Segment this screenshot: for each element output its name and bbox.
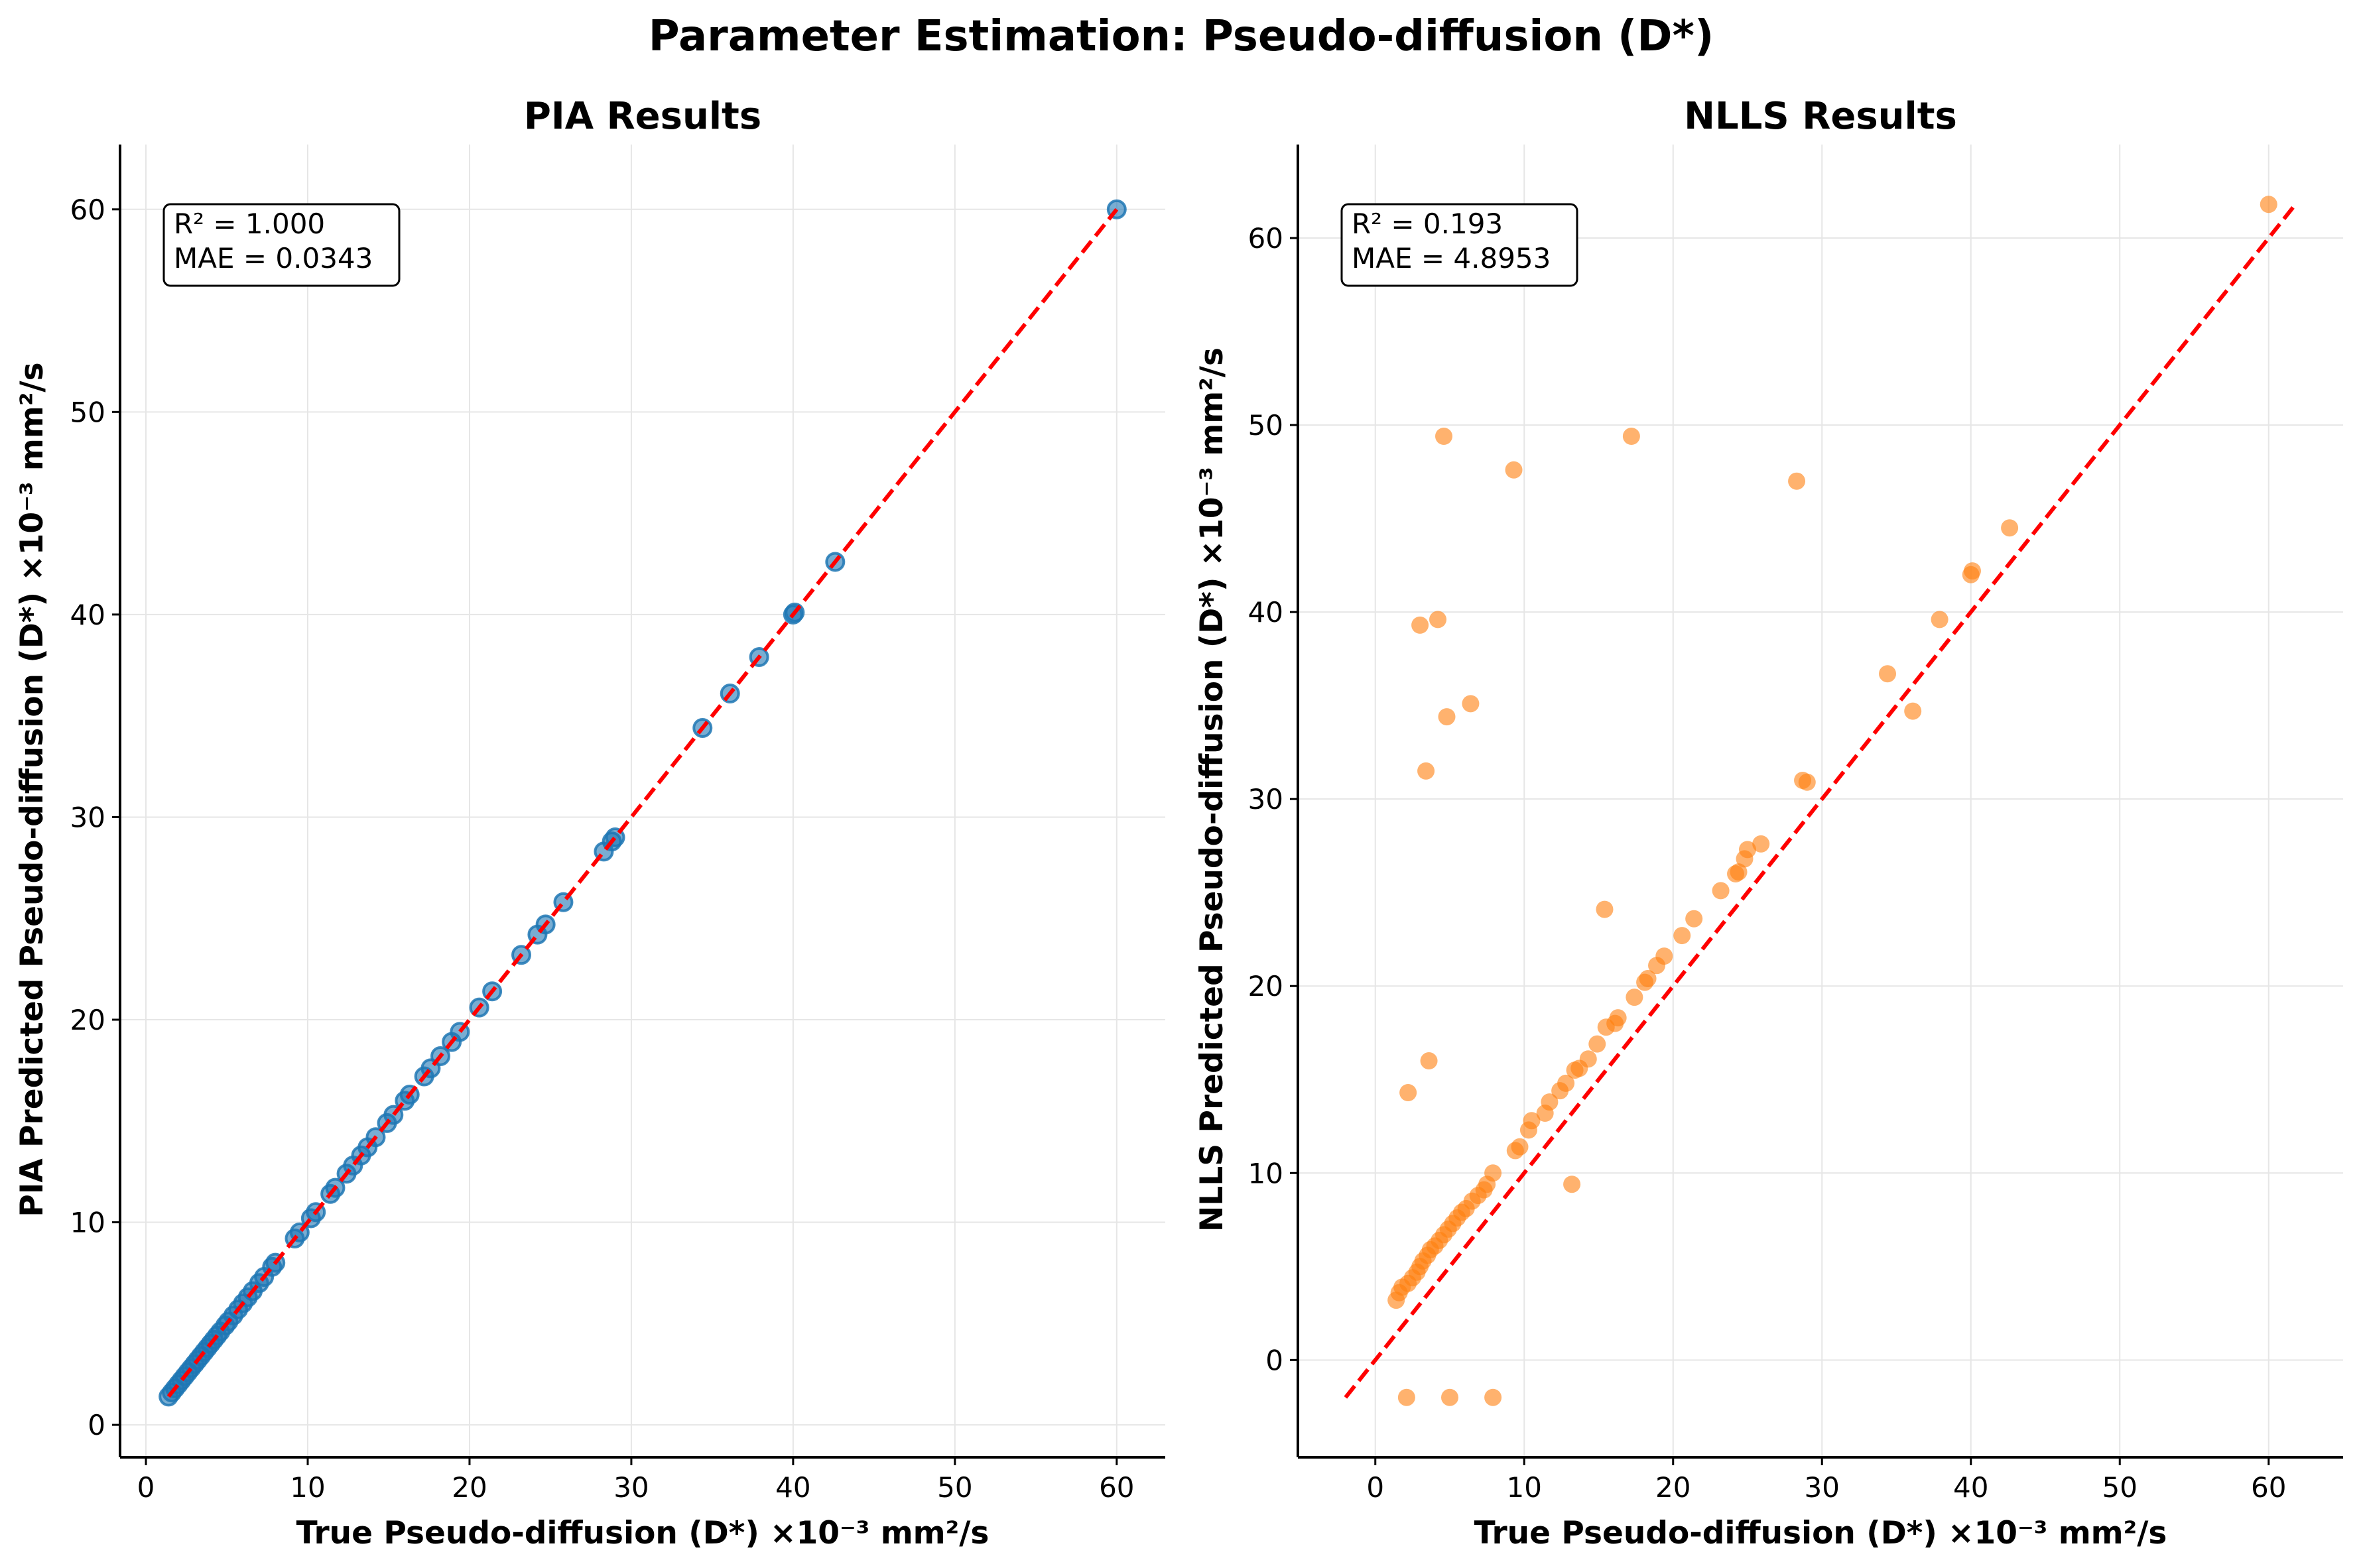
pia-identity-line-group [166,208,1119,1398]
nlls-data-point [1798,773,1816,791]
nlls-data-point [2001,519,2019,537]
nlls-y-tick-label: 20 [1248,970,1283,1002]
pia-mae-label: MAE = 0.0343 [174,242,373,274]
nlls-data-point [1438,708,1456,726]
nlls-data-point [1730,863,1748,881]
nlls-panel-title: NLLS Results [1684,95,1957,138]
nlls-identity-line-group [1344,203,2297,1399]
nlls-stats-frame [1340,203,1578,287]
pia-x-axis-label: True Pseudo-diffusion (D*) ×10⁻³ mm²/s [296,1515,990,1551]
nlls-data-point [1435,428,1453,445]
pia-y-tick-label: 40 [70,599,105,631]
nlls-data-point [1626,989,1643,1006]
nlls-data-point [1609,1009,1627,1027]
pia-y-axis-label: PIA Predicted Pseudo-diffusion (D*) ×10⁻… [14,362,50,1217]
pia-stats-box: R² = 1.000 MAE = 0.0343 [162,203,401,287]
nlls-x-axis-label: True Pseudo-diffusion (D*) ×10⁻³ mm²/s [1474,1515,2167,1551]
nlls-data-point [1904,702,1922,720]
pia-ticks: 0 10 20 30 40 50 60 0 10 20 30 40 50 60 [70,194,1135,1504]
pia-x-tick-label: 40 [775,1471,810,1504]
nlls-data-point [1738,841,1756,859]
pia-x-tick-label: 30 [613,1471,649,1504]
pia-x-tick-label: 50 [937,1471,972,1504]
pia-y-tick-label: 20 [70,1004,105,1036]
nlls-y-tick-label: 60 [1248,222,1283,255]
nlls-data-point [1712,882,1730,900]
pia-panel-title: PIA Results [524,95,761,138]
nlls-y-tick-label: 10 [1248,1157,1283,1189]
nlls-data-point [1420,1052,1438,1070]
nlls-data-point [1622,428,1640,445]
nlls-y-tick-label: 0 [1265,1344,1283,1376]
nlls-data-point [1579,1050,1597,1068]
nlls-x-tick-label: 20 [1655,1471,1691,1504]
pia-y-tick-label: 10 [70,1207,105,1239]
nlls-data-point [1523,1112,1541,1130]
pia-stats-frame [162,203,401,287]
nlls-ticks: 0 10 20 30 40 50 60 0 10 20 30 40 50 60 [1248,222,2287,1504]
nlls-x-tick-label: 0 [1366,1471,1384,1504]
pia-y-tick-label: 60 [70,194,105,226]
pia-identity-line [166,208,1119,1398]
nlls-data-point [1588,1035,1606,1053]
nlls-mae-label: MAE = 4.8953 [1352,242,1551,274]
nlls-x-tick-label: 10 [1507,1471,1542,1504]
nlls-data-point [1429,611,1447,629]
pia-axes [119,145,1165,1459]
nlls-y-tick-label: 40 [1248,596,1283,629]
pia-y-tick-label: 0 [88,1409,105,1441]
nlls-data-point [1417,762,1435,780]
nlls-data-point [1399,1084,1417,1101]
nlls-data-point [1879,665,1897,683]
nlls-panel: NLLS Results 0 10 20 30 40 50 600102030405060 … [1194,95,2343,1551]
nlls-points [1387,196,2277,1406]
nlls-data-point [1673,927,1691,945]
nlls-data-point [1397,1388,1415,1406]
nlls-data-point [1931,611,1948,629]
figure-title: Parameter Estimation: Pseudo-diffusion (… [649,12,1714,61]
nlls-stats-box: R² = 0.193 MAE = 4.8953 [1340,203,1578,287]
nlls-data-point [1411,616,1429,634]
nlls-data-point [1655,947,1673,965]
pia-y-tick-label: 30 [70,801,105,833]
nlls-data-point [1788,472,1806,490]
pia-x-tick-label: 0 [137,1471,155,1504]
nlls-data-point [1462,695,1480,713]
nlls-x-tick-label: 60 [2251,1471,2286,1504]
pia-r2-label: R² = 1.000 [174,208,325,240]
nlls-r2-label: R² = 0.193 [1352,208,1503,240]
nlls-data-point [1541,1093,1559,1111]
nlls-x-tick-label: 30 [1805,1471,1840,1504]
nlls-y-axis-label: NLLS Predicted Pseudo-diffusion (D*) ×10… [1194,347,1230,1232]
pia-grid [120,145,1165,1457]
nlls-data-point [1639,969,1657,987]
nlls-data-point [1963,562,1981,580]
nlls-identity-line [1344,203,2297,1399]
pia-y-tick-label: 50 [70,396,105,428]
nlls-axes [1297,145,2343,1459]
nlls-data-point [1484,1164,1502,1182]
pia-x-tick-label: 10 [290,1471,325,1504]
nlls-y-tick-label: 50 [1248,409,1283,442]
nlls-data-point [1505,461,1523,479]
nlls-x-tick-label: 40 [1953,1471,1988,1504]
nlls-data-point [1563,1176,1581,1193]
nlls-data-point [1752,835,1770,853]
nlls-x-tick-label: 50 [2102,1471,2138,1504]
pia-x-tick-label: 20 [452,1471,487,1504]
nlls-data-point [1511,1138,1529,1156]
nlls-data-point [1557,1074,1575,1092]
nlls-data-point [1440,1388,1458,1406]
nlls-data-point [2260,196,2277,213]
nlls-y-tick-label: 30 [1248,783,1283,815]
pia-x-tick-label: 60 [1099,1471,1134,1504]
nlls-data-point [1596,900,1614,918]
pia-panel: PIA Results 0 10 20 30 40 50 60 0 10 20 30 40 50 60 R… [14,95,1165,1551]
nlls-data-point [1484,1388,1502,1406]
nlls-data-point [1685,910,1703,928]
